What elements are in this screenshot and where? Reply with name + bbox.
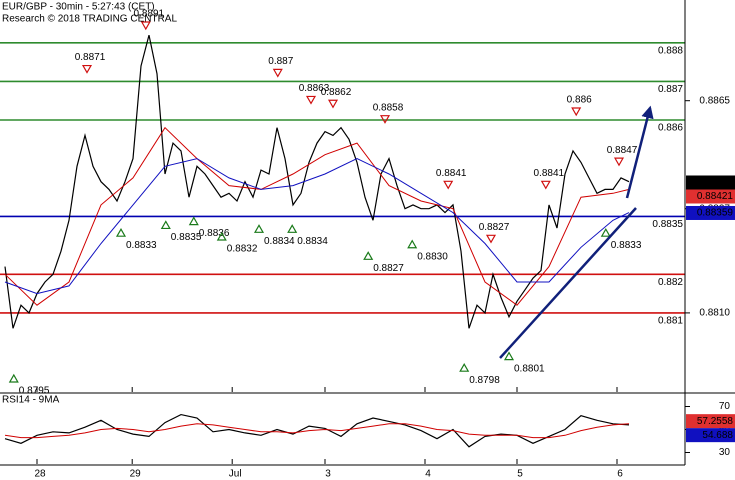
high-label: 0.8862 — [321, 87, 352, 98]
high-label: 0.8858 — [373, 102, 404, 113]
level-label: 0.886 — [658, 123, 683, 134]
low-label: 0.8834 — [297, 236, 328, 247]
price-tag-label: 54.688 — [702, 430, 733, 441]
low-marker — [115, 227, 127, 237]
low-marker — [407, 239, 418, 249]
series-line — [4, 413, 630, 448]
x-tick-label: 29 — [130, 469, 142, 480]
high-marker — [485, 234, 497, 244]
high-label: 0.8847 — [607, 145, 638, 156]
low-label: 0.8832 — [227, 244, 258, 255]
low-label: 0.8833 — [126, 240, 157, 251]
high-label: 0.8863 — [299, 83, 330, 94]
series-line — [4, 34, 630, 329]
price-tag-label: 0.88438 — [697, 177, 734, 188]
low-marker — [8, 373, 19, 383]
price-tag — [686, 414, 735, 429]
high-marker — [305, 95, 317, 105]
low-label: 0.8827 — [373, 263, 404, 274]
trend-line — [499, 207, 637, 359]
price-tag — [686, 205, 735, 220]
low-label: 0.8833 — [611, 240, 642, 251]
low-label: 0.8798 — [469, 375, 500, 386]
low-marker — [363, 251, 374, 260]
chart-subtitle: Research © 2018 TRADING CENTRAL — [2, 14, 177, 25]
low-label: 0.8830 — [417, 251, 448, 262]
high-marker — [571, 107, 582, 117]
low-marker — [188, 216, 199, 226]
high-marker — [327, 99, 339, 109]
y-tick-label: 0.8865 — [699, 95, 730, 106]
high-label: 0.8841 — [436, 168, 467, 179]
high-marker — [81, 64, 93, 74]
series-line — [4, 126, 630, 306]
low-label: 0.8795 — [19, 386, 50, 397]
y-tick-label: 30 — [719, 447, 731, 458]
price-tag — [686, 428, 735, 443]
low-marker — [216, 231, 227, 241]
low-label: 0.8835 — [171, 232, 202, 243]
x-tick-label: 4 — [425, 469, 431, 480]
level-label: 0.8835 — [652, 219, 683, 230]
rsi-title: RSI14 - 9MA — [2, 395, 60, 406]
price-tag — [686, 189, 735, 204]
high-label: 0.886 — [567, 95, 592, 106]
low-marker — [287, 224, 298, 233]
price-tag-label: 0.88421 — [697, 191, 734, 202]
chart-title: EUR/GBP - 30min - 5:27:43 (CET) — [2, 2, 155, 13]
level-label: 0.888 — [658, 45, 683, 56]
price-tag-label: 57.2558 — [697, 416, 734, 427]
series-line — [4, 423, 630, 439]
high-label: 0.8871 — [75, 52, 106, 63]
level-label: 0.881 — [658, 316, 683, 327]
high-label: 0.8891 — [134, 9, 165, 20]
x-tick-label: 5 — [517, 469, 523, 480]
low-marker — [600, 227, 611, 237]
price-tag-label: 0.88359 — [697, 208, 734, 219]
y-tick-label: 70 — [719, 401, 731, 412]
low-marker — [459, 362, 470, 372]
x-tick-label: 6 — [617, 469, 623, 480]
high-label: 0.8841 — [534, 168, 565, 179]
low-marker — [503, 351, 515, 361]
x-tick-label: 28 — [34, 469, 46, 480]
high-marker — [540, 180, 551, 190]
low-label: 0.8836 — [199, 228, 230, 239]
high-marker — [272, 68, 283, 78]
series-line — [4, 158, 630, 295]
forecast-arrow — [625, 105, 654, 199]
y-tick-label: 0.8810 — [699, 308, 730, 319]
x-tick-label: Jul — [229, 469, 242, 480]
price-tag — [686, 175, 735, 190]
y-tick-label: 0.8892 — [699, 0, 730, 2]
low-marker — [160, 220, 171, 230]
high-marker — [379, 115, 391, 124]
x-tick-label: 3 — [325, 469, 331, 480]
level-label: 0.887 — [658, 84, 683, 95]
high-marker — [443, 180, 454, 190]
low-label: 0.8834 — [264, 236, 295, 247]
high-marker — [140, 21, 151, 31]
low-label: 0.8801 — [514, 363, 545, 374]
level-label: 0.882 — [658, 277, 683, 288]
high-marker — [613, 157, 625, 167]
low-marker — [253, 224, 265, 233]
high-label: 0.8827 — [479, 222, 510, 233]
high-label: 0.887 — [268, 56, 293, 67]
